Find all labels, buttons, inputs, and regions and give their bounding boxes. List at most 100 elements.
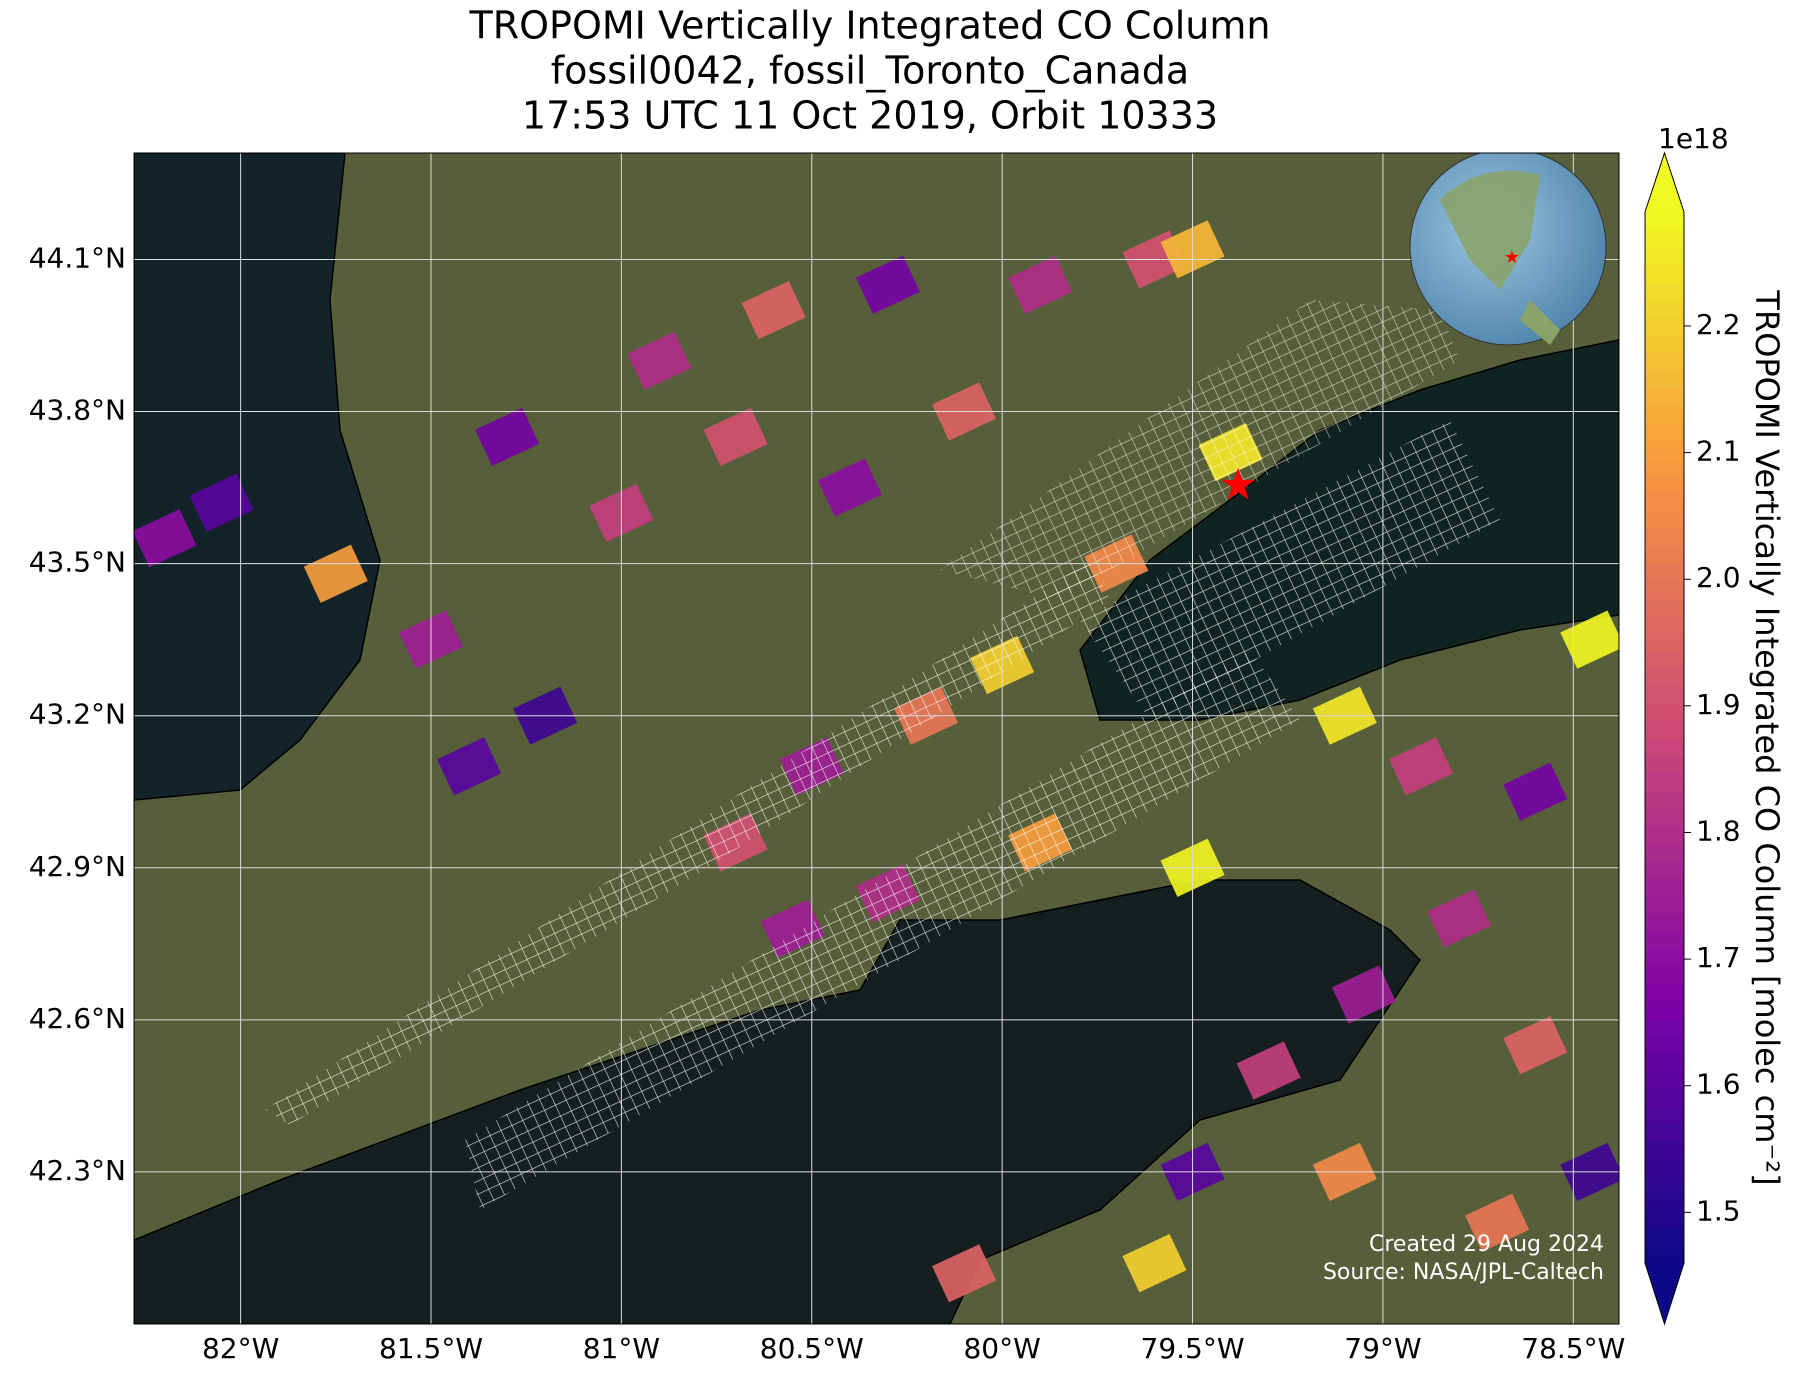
colorbar-segment bbox=[1645, 334, 1684, 354]
colorbar-segment bbox=[1645, 1245, 1684, 1264]
colorbar-segment bbox=[1645, 474, 1684, 494]
title-line: fossil0042, fossil_Toronto_Canada bbox=[551, 49, 1189, 93]
colorbar-tick-label: 2.1 bbox=[1696, 435, 1741, 468]
co-cell bbox=[1008, 255, 1073, 314]
colorbar-segment bbox=[1645, 404, 1684, 424]
title-line: TROPOMI Vertically Integrated CO Column bbox=[469, 4, 1271, 48]
colorbar-label: TROPOMI Vertically Integrated CO Column … bbox=[1748, 289, 1786, 1185]
site-marker: ★ bbox=[1219, 460, 1258, 511]
colorbar-tick-label: 1.7 bbox=[1696, 941, 1741, 974]
globe-land bbox=[1440, 170, 1540, 290]
colorbar-segment bbox=[1645, 369, 1684, 389]
colorbar-segment bbox=[1645, 807, 1684, 827]
colorbar-segment bbox=[1645, 1070, 1684, 1089]
colorbar-segment bbox=[1645, 737, 1684, 757]
colorbar-segment bbox=[1645, 1087, 1684, 1107]
co-cell bbox=[855, 255, 920, 314]
colorbar-segment bbox=[1645, 947, 1684, 967]
map-frame bbox=[133, 152, 1620, 1325]
colorbar-segment bbox=[1645, 282, 1684, 301]
colorbar-segment bbox=[1645, 1052, 1684, 1072]
x-tick-label: 78.5°W bbox=[1521, 1332, 1625, 1365]
colorbar: 1.5 1.6 1.7 1.8 1.9 2.0 2.1 2.2 bbox=[1644, 151, 1741, 1326]
colorbar-segment bbox=[1645, 614, 1684, 634]
footprint-grid bbox=[265, 560, 1110, 1125]
co-cell bbox=[1331, 965, 1396, 1024]
lake-huron bbox=[134, 153, 381, 801]
colorbar-segment bbox=[1645, 387, 1684, 406]
colorbar-segment bbox=[1645, 825, 1684, 844]
footprint-grid bbox=[1080, 420, 1500, 720]
x-tick-label: 80.5°W bbox=[760, 1332, 864, 1365]
colorbar-segment bbox=[1645, 965, 1684, 984]
co-cell bbox=[741, 281, 806, 340]
colorbar-segment bbox=[1645, 212, 1684, 231]
colorbar-segment bbox=[1645, 422, 1684, 441]
colorbar-frame bbox=[1644, 151, 1685, 1326]
co-cell bbox=[1465, 1193, 1530, 1252]
colorbar-extend bbox=[1645, 153, 1684, 212]
co-cell bbox=[189, 473, 254, 532]
globe-site-marker: ★ bbox=[1504, 247, 1520, 268]
colorbar-segment bbox=[1645, 755, 1684, 774]
co-cell bbox=[1560, 610, 1619, 669]
colorbar-segment bbox=[1645, 229, 1684, 249]
colorbar-segment bbox=[1645, 1035, 1684, 1054]
colorbar-segment bbox=[1645, 299, 1684, 319]
footprint-grid bbox=[465, 650, 1300, 1210]
y-tick-label: 43.8°N bbox=[29, 394, 126, 427]
colorbar-segment bbox=[1645, 439, 1684, 459]
colorbar-segment bbox=[1645, 1140, 1684, 1159]
y-tick-label: 42.3°N bbox=[29, 1154, 126, 1187]
x-tick-label: 81.5°W bbox=[379, 1332, 483, 1365]
map-area: ★ Created 29 Aug 2024 Source: NASA/JPL-C… bbox=[134, 153, 1619, 1324]
colorbar-tick-label: 1.6 bbox=[1696, 1068, 1741, 1101]
colorbar-segment bbox=[1645, 667, 1684, 686]
colorbar-extend bbox=[1645, 1263, 1684, 1324]
colorbar-segment bbox=[1645, 597, 1684, 616]
colorbar-segment bbox=[1645, 457, 1684, 476]
co-cell bbox=[1503, 1016, 1568, 1075]
globe-land bbox=[1520, 300, 1560, 345]
colorbar-segment bbox=[1645, 1105, 1684, 1124]
co-cell bbox=[1503, 762, 1568, 821]
colorbar-segment bbox=[1645, 527, 1684, 546]
x-tick-label: 79.5°W bbox=[1141, 1332, 1245, 1365]
x-tick-label: 80°W bbox=[963, 1332, 1040, 1365]
co-cell bbox=[134, 509, 197, 568]
co-cell bbox=[303, 544, 368, 603]
colorbar-segment bbox=[1645, 982, 1684, 1002]
colorbar-exponent: 1e18 bbox=[1658, 122, 1729, 155]
colorbar-segment bbox=[1645, 579, 1684, 599]
co-cell bbox=[932, 1244, 997, 1303]
colorbar-segment bbox=[1645, 1175, 1684, 1194]
colorbar-segment bbox=[1645, 492, 1684, 511]
colorbar-segment bbox=[1645, 895, 1684, 914]
colorbar-segment bbox=[1645, 684, 1684, 704]
colorbar-segment bbox=[1645, 930, 1684, 949]
colorbar-segment bbox=[1645, 790, 1684, 809]
colorbar-segment bbox=[1645, 1122, 1684, 1142]
colorbar-segment bbox=[1645, 1157, 1684, 1177]
colorbar-segment bbox=[1645, 317, 1684, 336]
x-tick-label: 79°W bbox=[1344, 1332, 1421, 1365]
colorbar-tick-label: 1.9 bbox=[1696, 688, 1741, 721]
colorbar-segment bbox=[1645, 1000, 1684, 1019]
co-cell bbox=[627, 331, 692, 390]
colorbar-segment bbox=[1645, 649, 1684, 669]
co-cell bbox=[1427, 889, 1492, 948]
co-cell bbox=[1122, 1234, 1187, 1293]
colorbar-segment bbox=[1645, 860, 1684, 879]
colorbar-segment bbox=[1645, 842, 1684, 862]
y-tick-label: 43.2°N bbox=[29, 698, 126, 731]
y-tick-label: 43.5°N bbox=[29, 546, 126, 579]
footer-text: Source: NASA/JPL-Caltech bbox=[1323, 1260, 1604, 1285]
co-cell bbox=[475, 407, 540, 466]
colorbar-segment bbox=[1645, 719, 1684, 739]
colorbar-segment bbox=[1645, 912, 1684, 932]
colorbar-segment bbox=[1645, 247, 1684, 266]
co-cell bbox=[703, 407, 768, 466]
colorbar-segment bbox=[1645, 352, 1684, 371]
colorbar-segment bbox=[1645, 702, 1684, 721]
co-cell bbox=[1236, 1041, 1301, 1100]
